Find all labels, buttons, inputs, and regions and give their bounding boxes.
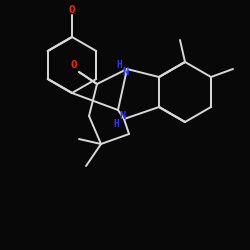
Text: N: N <box>119 111 125 121</box>
Text: N: N <box>122 67 128 77</box>
Text: H: H <box>116 60 122 70</box>
Text: H: H <box>113 119 119 129</box>
Text: O: O <box>71 60 78 70</box>
Text: O: O <box>68 5 75 15</box>
